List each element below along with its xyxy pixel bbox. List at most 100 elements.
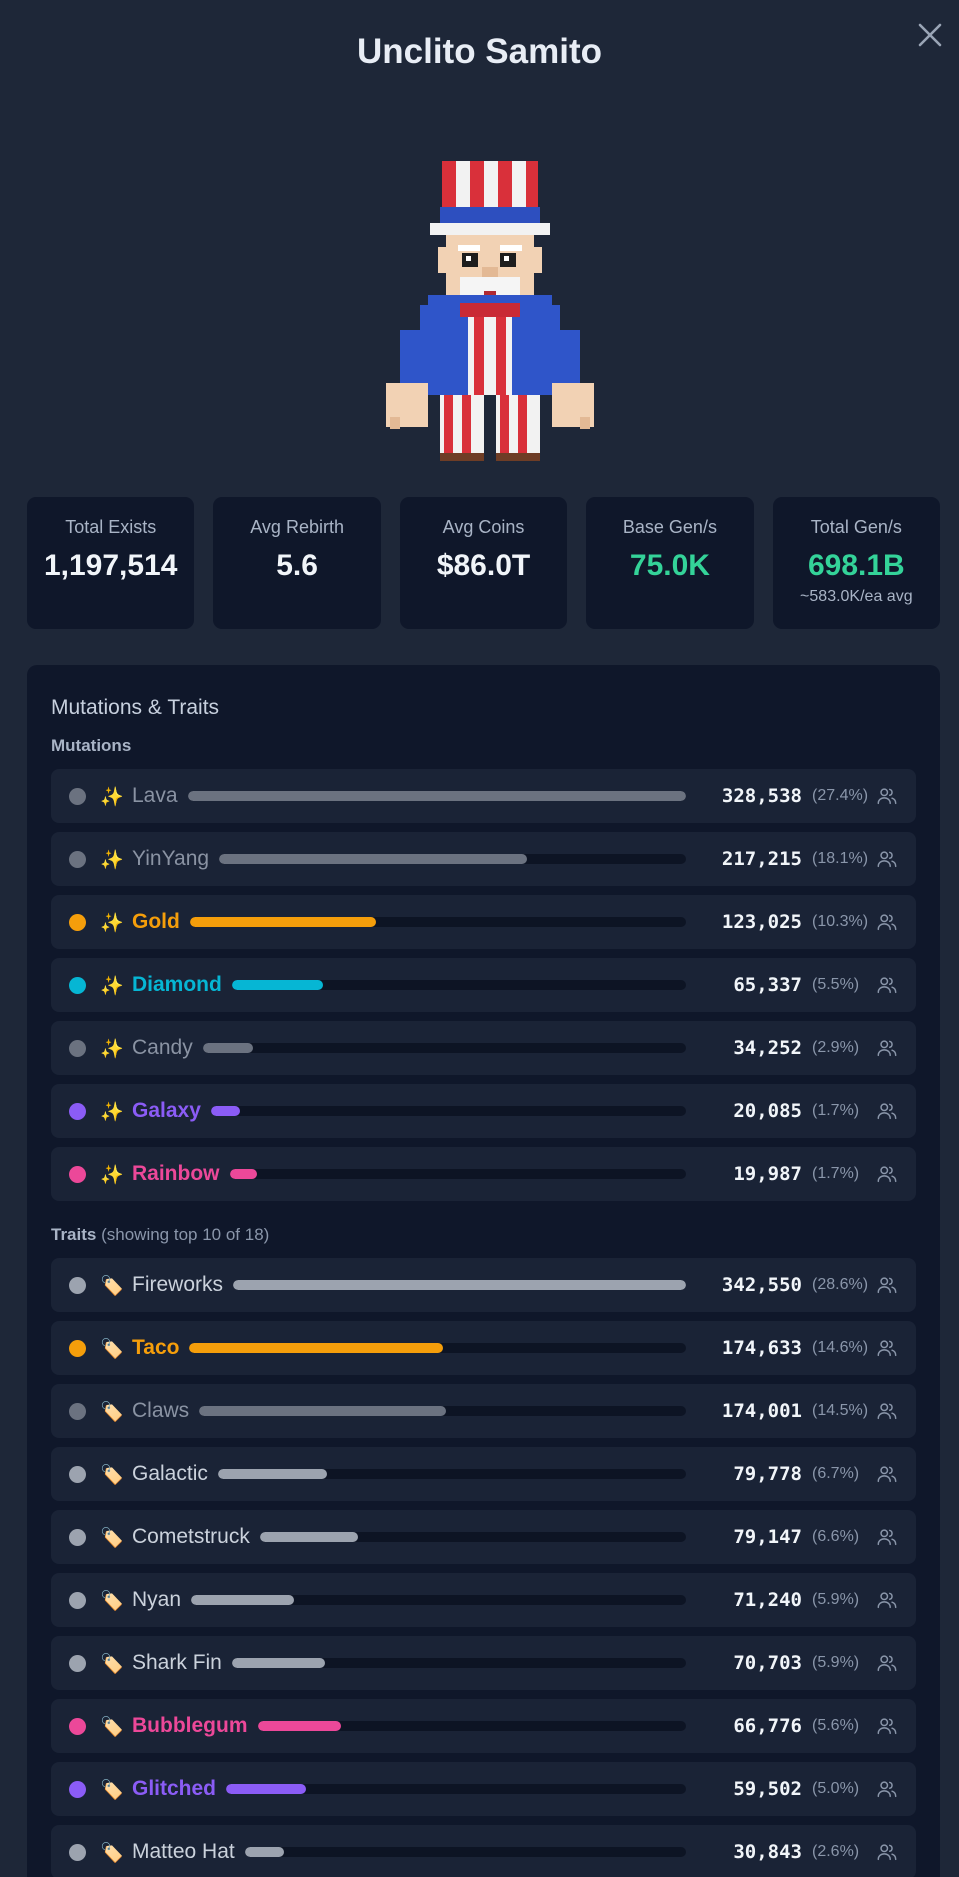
trait-row-fireworks[interactable]: 🏷️ Fireworks 342,550 (28.6%) bbox=[51, 1258, 916, 1312]
trait-row-bubblegum[interactable]: 🏷️ Bubblegum 66,776 (5.6%) bbox=[51, 1699, 916, 1753]
share-bar bbox=[210, 1106, 686, 1116]
trait-name: Cometstruck bbox=[132, 1525, 250, 1548]
trait-row-claws[interactable]: 🏷️ Claws 174,001 (14.5%) bbox=[51, 1384, 916, 1438]
sparkles-icon: ✨ bbox=[100, 785, 124, 808]
stat-total-exists: Total Exists 1,197,514 bbox=[27, 497, 195, 629]
tag-icon: 🏷️ bbox=[100, 1589, 124, 1612]
trait-percent: (6.7%) bbox=[812, 1465, 860, 1482]
color-dot bbox=[69, 1717, 86, 1735]
mutation-name: Candy bbox=[132, 1036, 193, 1059]
mutation-percent: (10.3%) bbox=[812, 913, 869, 930]
tag-icon: 🏷️ bbox=[100, 1652, 124, 1675]
mutation-row-rainbow[interactable]: ✨ Rainbow 19,987 (1.7%) bbox=[51, 1147, 916, 1201]
users-icon bbox=[877, 1340, 897, 1357]
tag-icon: 🏷️ bbox=[100, 1778, 124, 1801]
trait-percent: (5.6%) bbox=[812, 1717, 860, 1734]
users-icon bbox=[877, 1781, 897, 1798]
share-bar-fill bbox=[257, 1721, 342, 1731]
mutation-row-galaxy[interactable]: ✨ Galaxy 20,085 (1.7%) bbox=[51, 1084, 916, 1138]
users-icon bbox=[877, 1403, 897, 1420]
share-bar bbox=[199, 1406, 686, 1416]
mutation-row-yinyang[interactable]: ✨ YinYang 217,215 (18.1%) bbox=[51, 832, 916, 886]
mutation-count: 19,987 bbox=[733, 1163, 802, 1185]
mutation-row-lava[interactable]: ✨ Lava 328,538 (27.4%) bbox=[51, 769, 916, 823]
share-bar bbox=[229, 1169, 686, 1179]
trait-row-matteo-hat[interactable]: 🏷️ Matteo Hat 30,843 (2.6%) bbox=[51, 1825, 916, 1877]
trait-count: 70,703 bbox=[733, 1652, 802, 1674]
stat-label: Avg Rebirth bbox=[250, 517, 344, 537]
mutation-row-diamond[interactable]: ✨ Diamond 65,337 (5.5%) bbox=[51, 958, 916, 1012]
trait-row-nyan[interactable]: 🏷️ Nyan 71,240 (5.9%) bbox=[51, 1573, 916, 1627]
share-bar bbox=[233, 1280, 686, 1290]
stat-value: 75.0K bbox=[629, 549, 710, 582]
trait-count: 174,001 bbox=[721, 1400, 802, 1422]
trait-percent: (6.6%) bbox=[812, 1528, 860, 1545]
stat-value: 5.6 bbox=[276, 549, 318, 582]
trait-count: 71,240 bbox=[733, 1589, 802, 1611]
color-dot bbox=[69, 1843, 86, 1861]
stat-value: 698.1B bbox=[807, 549, 905, 582]
stat-base-gen: Base Gen/s 75.0K bbox=[586, 497, 754, 629]
users-icon bbox=[877, 1166, 897, 1183]
trait-row-shark-fin[interactable]: 🏷️ Shark Fin 70,703 (5.9%) bbox=[51, 1636, 916, 1690]
page-title: Unclito Samito bbox=[356, 32, 603, 71]
trait-percent: (28.6%) bbox=[812, 1276, 869, 1293]
stat-avg-coins: Avg Coins $86.0T bbox=[399, 497, 568, 629]
share-bar bbox=[189, 917, 686, 927]
mutation-count: 34,252 bbox=[733, 1037, 802, 1059]
trait-row-galactic[interactable]: 🏷️ Galactic 79,778 (6.7%) bbox=[51, 1447, 916, 1501]
trait-name: Galactic bbox=[132, 1462, 208, 1485]
color-dot bbox=[69, 976, 86, 994]
share-bar-fill bbox=[210, 1106, 240, 1116]
mutation-row-candy[interactable]: ✨ Candy 34,252 (2.9%) bbox=[51, 1021, 916, 1075]
mutation-count: 20,085 bbox=[733, 1100, 802, 1122]
users-icon bbox=[877, 1592, 897, 1609]
trait-percent: (5.9%) bbox=[812, 1654, 860, 1671]
users-icon bbox=[877, 851, 897, 868]
mutation-row-gold[interactable]: ✨ Gold 123,025 (10.3%) bbox=[51, 895, 916, 949]
mutation-count: 65,337 bbox=[733, 974, 802, 996]
color-dot bbox=[69, 1654, 86, 1672]
share-bar bbox=[217, 1469, 686, 1479]
stat-label: Avg Coins bbox=[442, 517, 525, 537]
color-dot bbox=[69, 1591, 86, 1609]
sparkles-icon: ✨ bbox=[100, 1100, 124, 1123]
trait-count: 79,778 bbox=[733, 1463, 802, 1485]
mutation-count: 123,025 bbox=[721, 911, 802, 933]
panel-title: Mutations & Traits bbox=[51, 696, 220, 719]
share-bar bbox=[189, 1343, 686, 1353]
trait-row-taco[interactable]: 🏷️ Taco 174,633 (14.6%) bbox=[51, 1321, 916, 1375]
trait-name: Nyan bbox=[132, 1588, 182, 1611]
share-bar-fill bbox=[191, 1595, 294, 1605]
close-button[interactable] bbox=[915, 20, 945, 50]
share-bar-fill bbox=[199, 1406, 447, 1416]
share-bar bbox=[187, 791, 686, 801]
users-icon bbox=[877, 1103, 897, 1120]
stat-label: Total Exists bbox=[65, 517, 157, 537]
sparkles-icon: ✨ bbox=[100, 848, 124, 871]
share-bar-fill bbox=[202, 1043, 253, 1053]
tag-icon: 🏷️ bbox=[100, 1274, 124, 1297]
share-bar-fill bbox=[217, 1469, 327, 1479]
sparkles-icon: ✨ bbox=[100, 911, 124, 934]
trait-percent: (5.9%) bbox=[812, 1591, 860, 1608]
share-bar bbox=[202, 1043, 686, 1053]
share-bar-fill bbox=[231, 980, 323, 990]
color-dot bbox=[69, 1780, 86, 1798]
trait-percent: (14.6%) bbox=[812, 1339, 869, 1356]
trait-row-cometstruck[interactable]: 🏷️ Cometstruck 79,147 (6.6%) bbox=[51, 1510, 916, 1564]
mutation-percent: (2.9%) bbox=[812, 1039, 860, 1056]
color-dot bbox=[69, 787, 86, 805]
share-bar-fill bbox=[226, 1784, 307, 1794]
share-bar bbox=[244, 1847, 686, 1857]
mutation-percent: (1.7%) bbox=[812, 1102, 860, 1119]
users-icon bbox=[877, 1844, 897, 1861]
mutation-name: YinYang bbox=[132, 847, 210, 870]
trait-name: Shark Fin bbox=[132, 1651, 222, 1674]
share-bar bbox=[259, 1532, 686, 1542]
trait-row-glitched[interactable]: 🏷️ Glitched 59,502 (5.0%) bbox=[51, 1762, 916, 1816]
trait-name: Glitched bbox=[132, 1777, 217, 1800]
share-bar-fill bbox=[259, 1532, 359, 1542]
mutations-label: Mutations bbox=[51, 736, 132, 755]
